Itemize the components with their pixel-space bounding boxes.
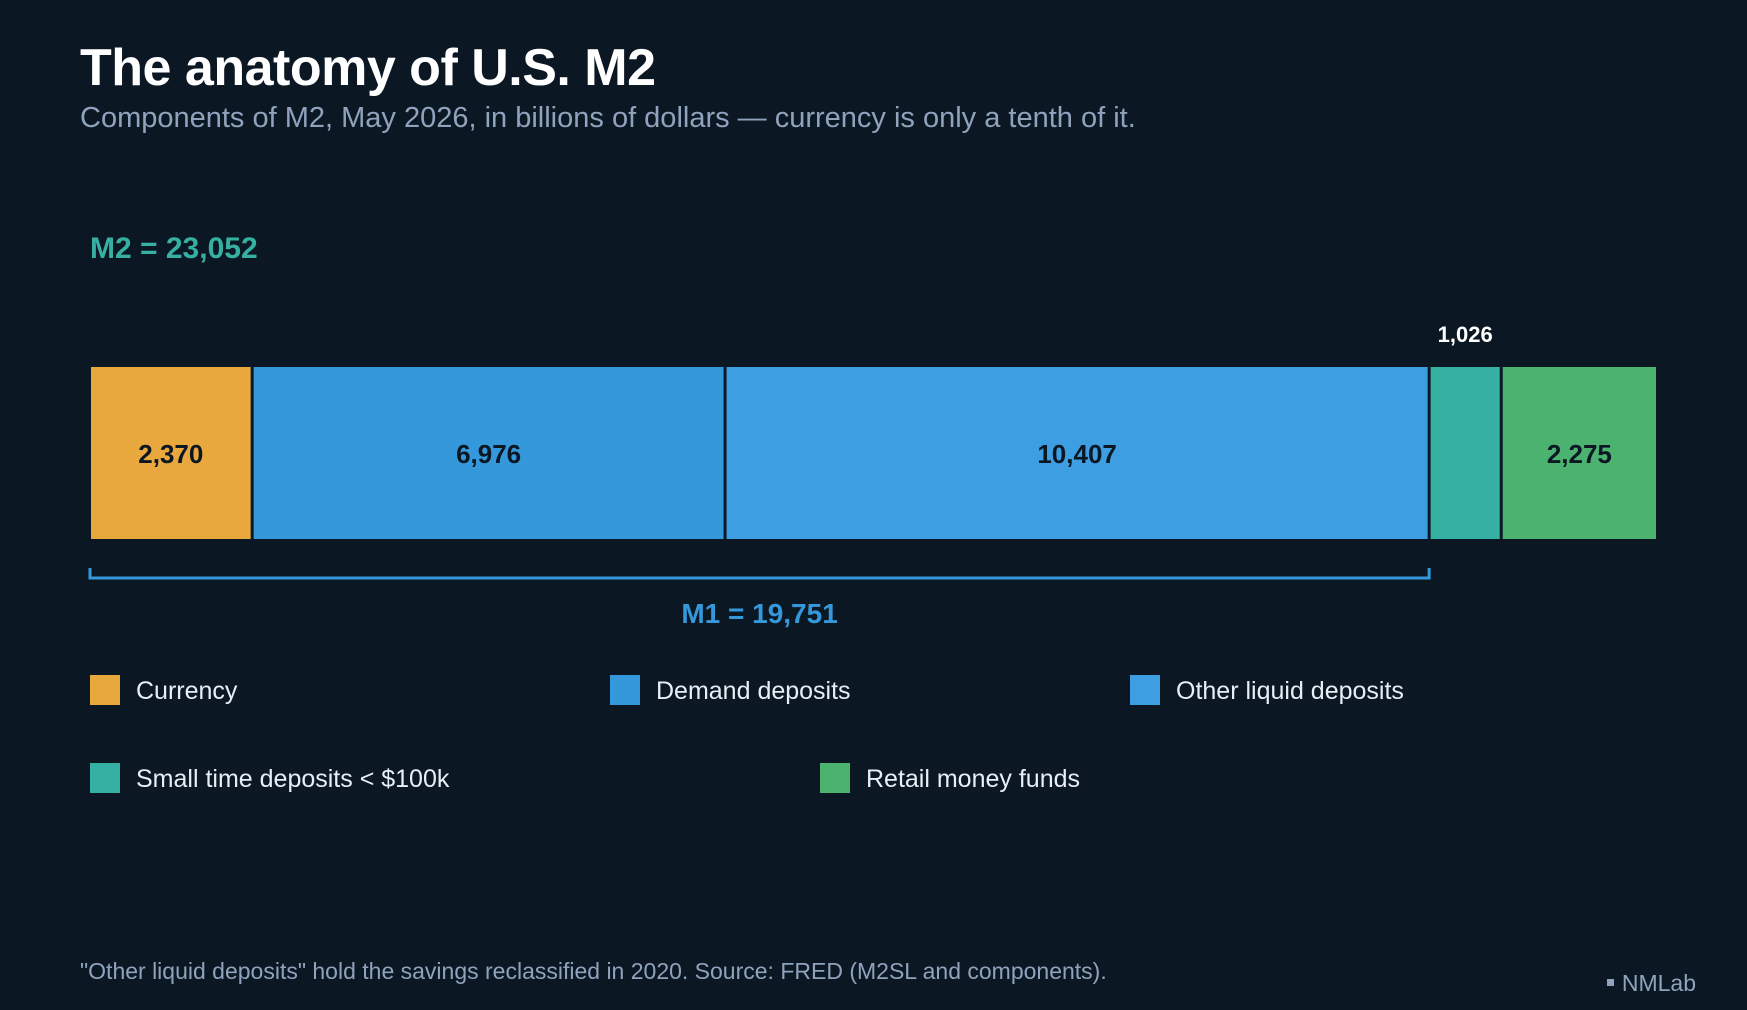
brand-square-icon [1606,979,1614,987]
legend-label-4: Small time deposits < $100k [136,765,450,793]
bar-value-label-3: 10,407 [1037,439,1117,469]
legend-swatch-2 [610,675,640,705]
legend-swatch-3 [1130,675,1160,705]
brand-text: NMLab [1621,970,1696,996]
source-footnote: "Other liquid deposits" hold the savings… [80,958,1107,984]
brand-label: NMLab [1606,970,1696,997]
legend-swatch-4 [90,763,120,793]
chart-subtitle: Components of M2, May 2026, in billions … [80,102,1136,134]
bar-segment-5 [1502,367,1656,539]
bar-segment-2 [253,367,724,539]
bar-segment-4 [1430,367,1500,539]
bar-segment-1 [91,367,251,539]
chart-title: The anatomy of U.S. M2 [80,39,656,97]
bar-value-label-5: 2,275 [1547,439,1612,469]
bar-segment-3 [726,367,1428,539]
legend-swatch-5 [820,763,850,793]
bar-value-label-4: 1,026 [1438,322,1493,347]
total-m2-label: M2 = 23,052 [90,232,258,265]
m1-bracket [88,568,1431,580]
legend-label-5: Retail money funds [866,765,1080,793]
bar-value-label-1: 2,370 [138,439,203,469]
bar-value-label-2: 6,976 [456,439,521,469]
legend-swatch-1 [90,675,120,705]
legend-label-3: Other liquid deposits [1176,677,1404,705]
legend-label-2: Demand deposits [656,677,851,705]
legend-label-1: Currency [136,677,238,705]
m1-bracket-label: M1 = 19,751 [681,598,837,629]
